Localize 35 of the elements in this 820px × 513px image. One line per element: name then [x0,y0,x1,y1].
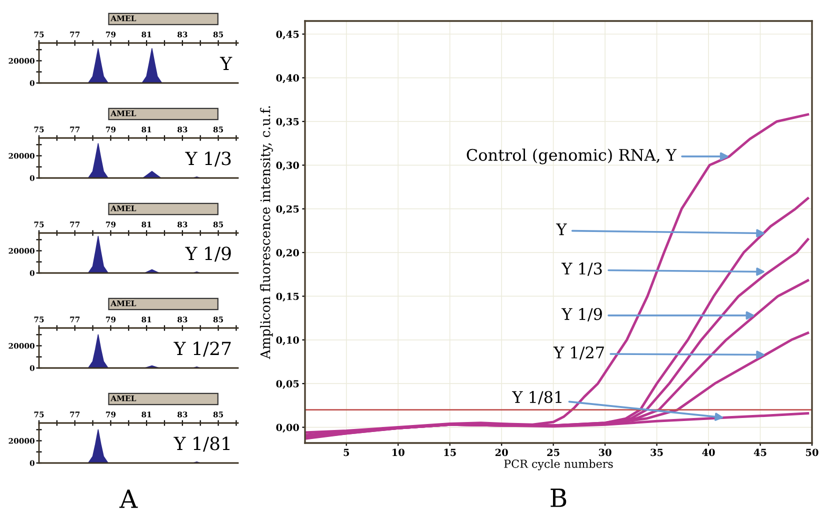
y-axis-title: Amplicon fluorescence intensity, c.u.f. [260,106,273,360]
x-tick-label: 50 [806,448,818,456]
annotation: Y 1/3 [561,262,602,276]
y-tick-label: 0,45 [276,30,299,40]
y-tick-label: 0,05 [276,380,299,389]
text: B [550,488,566,507]
annotation: Y 1/27 [553,346,604,360]
x-tick-label: 25 [547,448,560,456]
y-tick-label: 0,30 [276,162,299,170]
annotation: Y [556,223,567,236]
x-tick-label: 20 [495,448,508,456]
y-tick-label: 0,00 [276,424,299,433]
x-tick-label: 30 [598,448,612,456]
x-axis-title: PCR cycle numbers [504,459,613,470]
x-tick-label: 40 [702,448,715,456]
x-tick-label: 5 [344,448,350,456]
annotation: Y 1/9 [185,246,231,262]
y-tick-label: 0,40 [276,74,299,84]
annotation: Y [220,56,232,70]
x-tick-label: 45 [754,448,766,456]
y-tick-label: 0,35 [276,118,299,127]
annotation: Y 1/81 [512,390,562,404]
y-tick-label: 0,10 [276,336,299,346]
annotation: Y 1/27 [174,342,231,357]
annotation: Y 1/3 [185,152,231,167]
y-tick-label: 0,15 [276,292,299,302]
y-tick-label: 0,25 [276,205,299,214]
annotation: Control (genomic) RNA, Y [466,148,677,164]
x-tick-label: 15 [444,448,456,456]
annotation: Y 1/9 [561,308,602,322]
x-tick-label: 10 [392,448,404,456]
annotation: Y 1/81 [174,436,230,452]
x-tick-label: 35 [650,448,663,456]
y-tick-label: 0,20 [276,249,299,258]
text: A [119,490,138,508]
